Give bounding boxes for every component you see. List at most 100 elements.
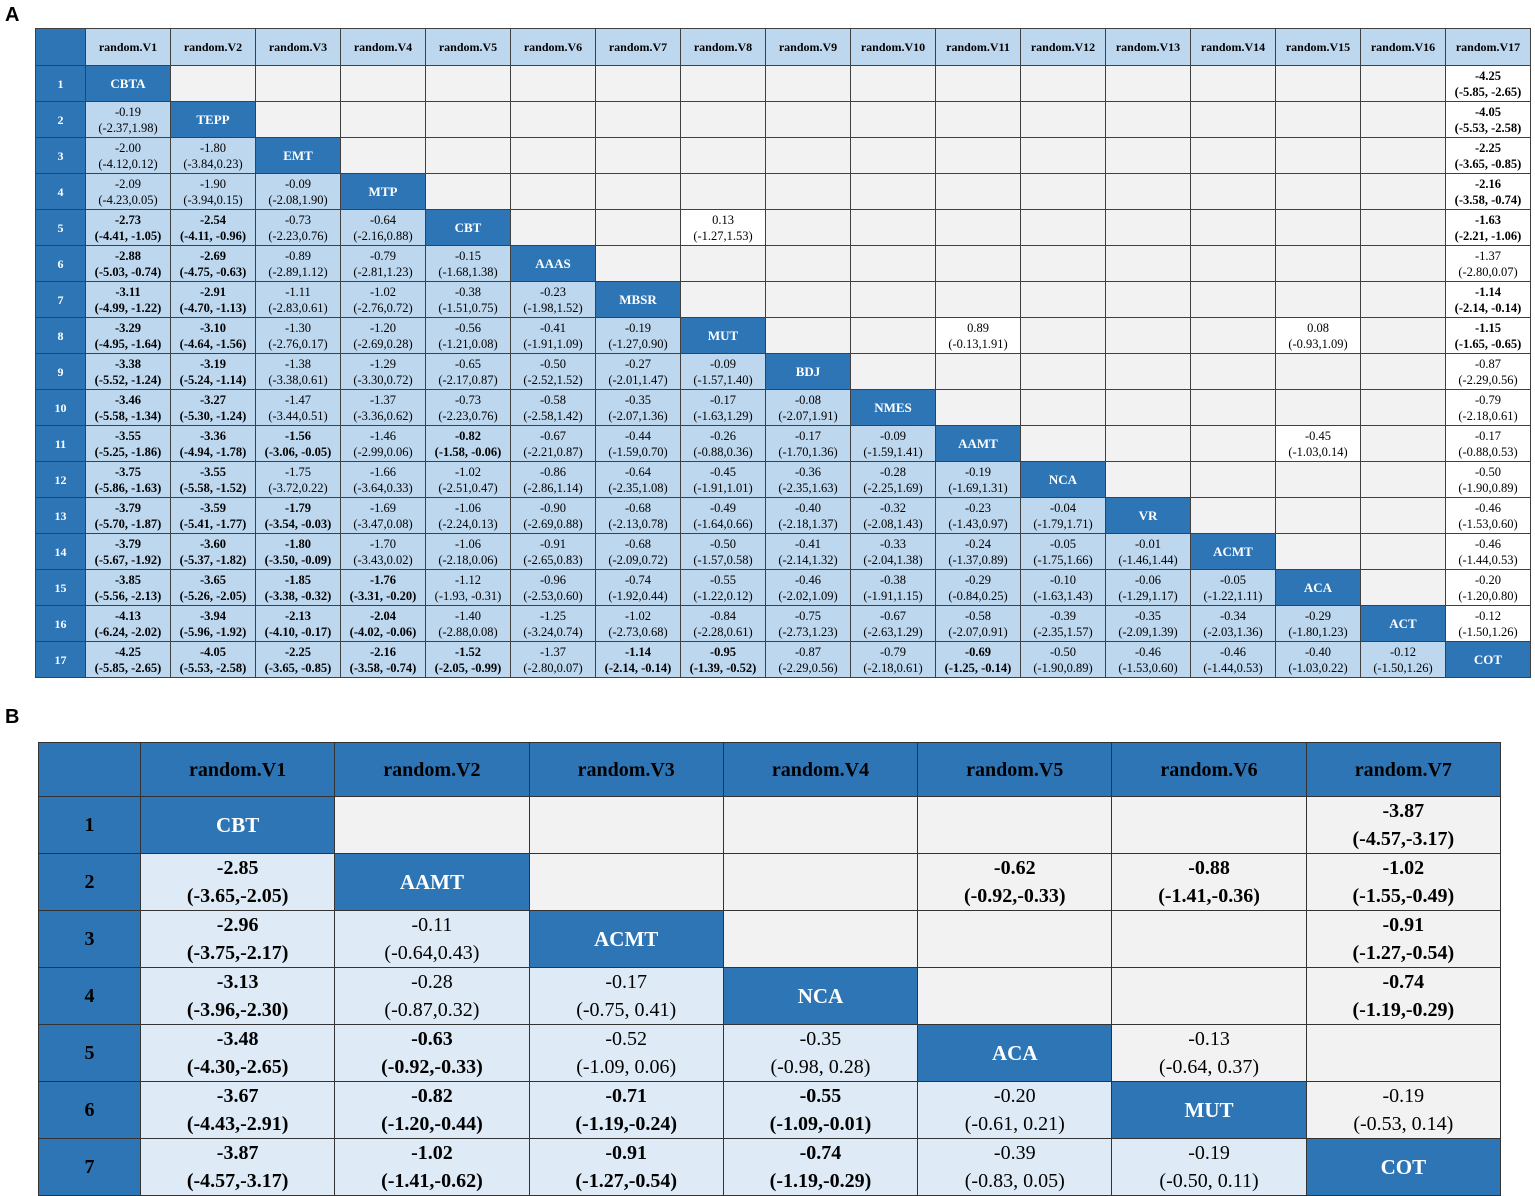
confidence-interval: (-3.75,-2.17) bbox=[186, 942, 289, 964]
estimate-value: -2.85 bbox=[216, 857, 259, 879]
empty-cell bbox=[510, 173, 596, 210]
empty-cell bbox=[1275, 245, 1361, 282]
confidence-interval: (-2.23,0.76) bbox=[438, 408, 498, 423]
confidence-interval: (-3.31, -0.20) bbox=[349, 588, 417, 603]
estimate-value: -3.48 bbox=[216, 1028, 259, 1050]
confidence-interval: (-2.18,1.37) bbox=[778, 516, 838, 531]
estimate-value: -0.87 bbox=[794, 644, 822, 659]
confidence-interval: (-2.89,1.12) bbox=[268, 264, 328, 279]
estimate-value: -3.75 bbox=[114, 464, 142, 479]
estimate-cell: -0.40 (-2.18,1.37) bbox=[765, 497, 851, 534]
table-row: 3 -2.00 (-4.12,0.12) -1.80 (-3.84,0.23) EMT -2… bbox=[35, 137, 1531, 174]
estimate-value: -0.91 bbox=[1382, 914, 1425, 936]
empty-cell bbox=[680, 281, 766, 318]
confidence-interval: (-4.99, -1.22) bbox=[94, 300, 162, 315]
confidence-interval: (-2.29,0.56) bbox=[1458, 372, 1518, 387]
empty-cell bbox=[1020, 317, 1106, 354]
estimate-value: -0.08 bbox=[794, 392, 822, 407]
estimate-cell: -0.38 (-1.91,1.15) bbox=[850, 569, 936, 606]
empty-cell bbox=[1190, 425, 1276, 462]
confidence-interval: (-2.83,0.61) bbox=[268, 300, 328, 315]
estimate-value: -0.38 bbox=[879, 572, 907, 587]
confidence-interval: (-3.65,-2.05) bbox=[186, 885, 289, 907]
confidence-interval: (-1.27,-0.54) bbox=[575, 1170, 678, 1192]
confidence-interval: (-5.86, -1.63) bbox=[94, 480, 162, 495]
treatment-cell: ACMT bbox=[1190, 533, 1276, 570]
empty-cell bbox=[1190, 245, 1276, 282]
estimate-cell: -2.69 (-4.75, -0.63) bbox=[170, 245, 256, 282]
confidence-interval: (-5.25, -1.86) bbox=[94, 444, 162, 459]
empty-cell bbox=[255, 101, 341, 138]
row-header: 13 bbox=[35, 497, 86, 534]
confidence-interval: (-2.02,1.09) bbox=[778, 588, 838, 603]
estimate-value: -4.05 bbox=[1474, 104, 1502, 119]
estimate-cell: -0.96 (-2.53,0.60) bbox=[510, 569, 596, 606]
league-table: random.V1 random.V2 random.V3 random.V4 rand… bbox=[35, 28, 1531, 678]
empty-cell bbox=[1105, 425, 1191, 462]
estimate-value: -1.02 bbox=[1382, 857, 1425, 879]
confidence-interval: (-4.41, -1.05) bbox=[94, 228, 162, 243]
confidence-interval: (-1.27,1.53) bbox=[693, 228, 753, 243]
estimate-value: -0.05 bbox=[1049, 536, 1077, 551]
estimate-value: -0.32 bbox=[879, 500, 907, 515]
estimate-value: -0.95 bbox=[709, 644, 737, 659]
estimate-value: -0.91 bbox=[539, 536, 567, 551]
estimate-value: -1.29 bbox=[369, 356, 397, 371]
estimate-value: -3.13 bbox=[216, 971, 259, 993]
estimate-cell: -1.15 (-1.65, -0.65) bbox=[1445, 317, 1531, 354]
estimate-cell: -3.55 (-5.58, -1.52) bbox=[170, 461, 256, 498]
confidence-interval: (-0.61, 0.21) bbox=[964, 1113, 1065, 1135]
confidence-interval: (-1.64,0.66) bbox=[693, 516, 753, 531]
confidence-interval: (-1.44,0.53) bbox=[1203, 660, 1263, 675]
empty-cell bbox=[680, 173, 766, 210]
estimate-value: 0.08 bbox=[1307, 320, 1329, 335]
estimate-cell: -3.36 (-4.94, -1.78) bbox=[170, 425, 256, 462]
estimate-cell: -0.90 (-2.69,0.88) bbox=[510, 497, 596, 534]
empty-cell bbox=[935, 209, 1021, 246]
empty-cell bbox=[1111, 796, 1307, 854]
estimate-cell: -3.46 (-5.58, -1.34) bbox=[85, 389, 171, 426]
estimate-value: -0.17 bbox=[794, 428, 822, 443]
confidence-interval: (-3.24,0.74) bbox=[523, 624, 583, 639]
estimate-value: -0.58 bbox=[539, 392, 567, 407]
estimate-cell: -1.02 (-1.55,-0.49) bbox=[1305, 853, 1501, 911]
estimate-cell: -0.35 (-2.09,1.39) bbox=[1105, 605, 1191, 642]
empty-cell bbox=[1275, 497, 1361, 534]
confidence-interval: (-0.64,0.43) bbox=[384, 942, 480, 964]
estimate-value: -2.54 bbox=[199, 212, 227, 227]
confidence-interval: (-3.38, -0.32) bbox=[264, 588, 332, 603]
row-header: 16 bbox=[35, 605, 86, 642]
empty-cell bbox=[1275, 101, 1361, 138]
estimate-value: -0.58 bbox=[964, 608, 992, 623]
column-header: random.V1 bbox=[139, 742, 336, 797]
estimate-cell: -3.85 (-5.56, -2.13) bbox=[85, 569, 171, 606]
empty-cell bbox=[1111, 910, 1307, 968]
confidence-interval: (-2.37,1.98) bbox=[98, 120, 158, 135]
estimate-value: -2.16 bbox=[1474, 176, 1502, 191]
confidence-interval: (-3.06, -0.05) bbox=[264, 444, 332, 459]
estimate-value: -1.14 bbox=[1474, 284, 1502, 299]
estimate-value: -0.26 bbox=[709, 428, 737, 443]
estimate-value: -2.09 bbox=[114, 176, 142, 191]
column-header: random.V5 bbox=[917, 742, 1113, 797]
empty-cell bbox=[680, 101, 766, 138]
confidence-interval: (-4.12,0.12) bbox=[98, 156, 158, 171]
estimate-value: -1.80 bbox=[199, 140, 227, 155]
treatment-cell: MUT bbox=[1111, 1081, 1307, 1139]
estimate-value: -0.28 bbox=[879, 464, 907, 479]
estimate-value: -0.13 bbox=[1188, 1028, 1230, 1050]
estimate-cell: -0.82 (-1.20,-0.44) bbox=[334, 1081, 530, 1139]
empty-cell bbox=[1275, 461, 1361, 498]
confidence-interval: (-5.37, -1.82) bbox=[179, 552, 247, 567]
column-header: random.V17 bbox=[1445, 28, 1531, 66]
confidence-interval: (-4.95, -1.64) bbox=[94, 336, 162, 351]
table-row: 13 -3.79 (-5.70, -1.87) -3.59 (-5.41, -1.77)… bbox=[35, 497, 1531, 534]
estimate-cell: 0.08 (-0.93,1.09) bbox=[1275, 317, 1361, 354]
estimate-cell: -0.27 (-2.01,1.47) bbox=[595, 353, 681, 390]
corner-cell bbox=[38, 742, 141, 797]
empty-cell bbox=[1360, 101, 1446, 138]
confidence-interval: (-0.92,-0.33) bbox=[381, 1056, 483, 1078]
confidence-interval: (-1.68,1.38) bbox=[438, 264, 498, 279]
estimate-value: 0.13 bbox=[712, 212, 734, 227]
estimate-cell: -3.94 (-5.96, -1.92) bbox=[170, 605, 256, 642]
